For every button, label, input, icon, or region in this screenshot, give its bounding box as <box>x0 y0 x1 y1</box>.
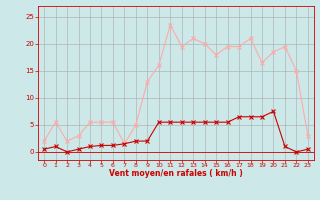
X-axis label: Vent moyen/en rafales ( km/h ): Vent moyen/en rafales ( km/h ) <box>109 169 243 178</box>
